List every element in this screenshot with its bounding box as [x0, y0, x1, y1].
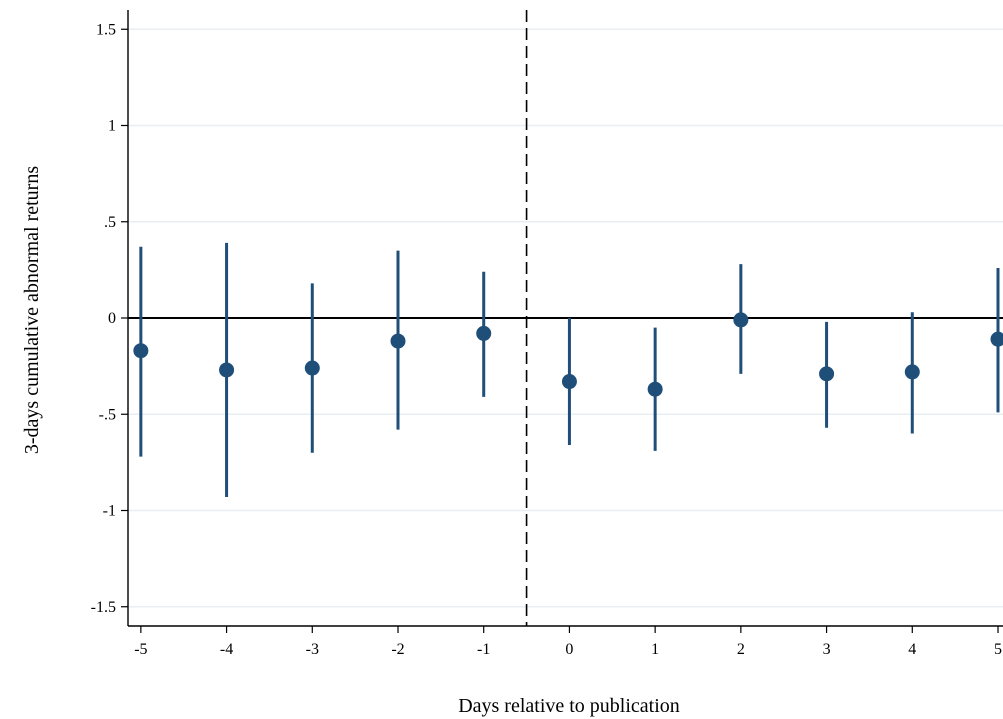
point-marker: [304, 360, 320, 376]
axes: 1.51.50-.5-1-1.5-5 -4 -3 -2 -1 0 1 2 3 4 5: [91, 10, 1003, 658]
x-tick-label: -2: [391, 641, 404, 658]
y-tick-label: 1: [108, 118, 116, 135]
point-marker: [904, 364, 920, 380]
point-marker: [219, 362, 235, 378]
point-marker: [733, 312, 749, 328]
point-estimates: [133, 312, 1003, 397]
point-marker: [561, 374, 577, 390]
y-axis-title: 3-days cumulative abnormal returns: [21, 166, 43, 454]
x-tick-label: -1: [477, 641, 490, 658]
x-tick-label: -5: [134, 641, 147, 658]
y-tick-label: .5: [104, 214, 116, 231]
y-tick-label: -1.5: [91, 599, 116, 616]
x-tick-label: 1: [651, 641, 659, 658]
x-tick-label: 2: [737, 641, 745, 658]
x-tick-label: 5: [994, 641, 1002, 658]
gridlines: [128, 28, 1003, 608]
point-marker: [647, 381, 663, 397]
x-tick-label: 0: [565, 641, 573, 658]
point-marker: [819, 366, 835, 382]
x-tick-label: 3: [823, 641, 831, 658]
y-tick-label: -.5: [99, 406, 116, 423]
reference-lines: [128, 10, 1003, 626]
confidence-intervals: [139, 242, 1000, 498]
x-tick-label: -3: [306, 641, 319, 658]
x-tick-label: -4: [220, 641, 233, 658]
y-tick-label: 0: [108, 310, 116, 327]
x-tick-label: 4: [908, 641, 916, 658]
point-marker: [390, 333, 406, 349]
point-marker: [476, 325, 492, 341]
point-marker: [990, 331, 1003, 347]
point-marker: [133, 343, 149, 359]
y-tick-label: 1.5: [96, 21, 116, 38]
y-tick-label: -1: [103, 503, 116, 520]
x-axis-title: Days relative to publication: [458, 695, 680, 717]
